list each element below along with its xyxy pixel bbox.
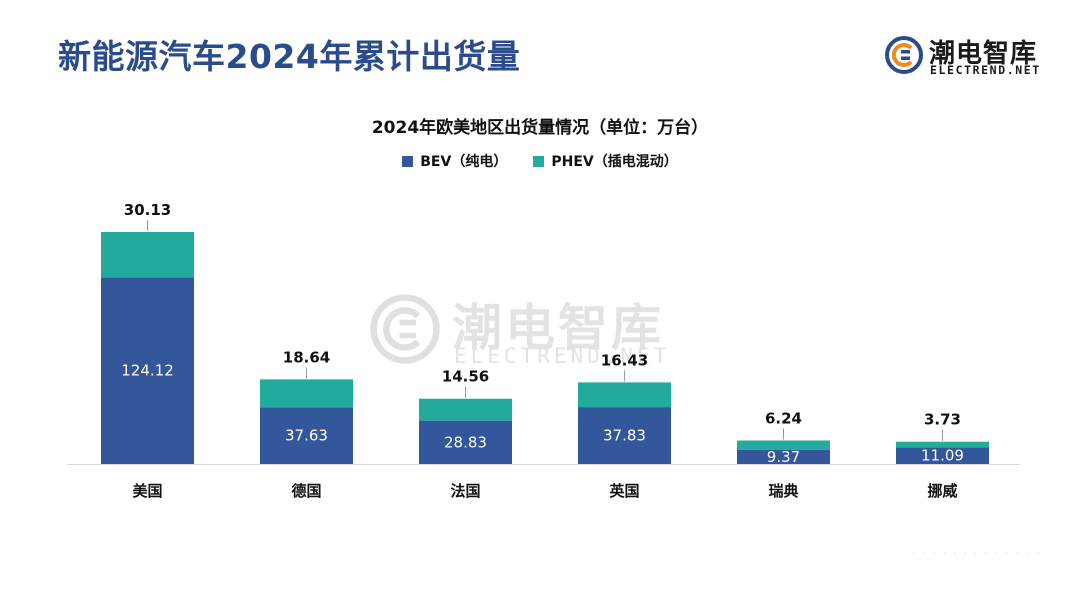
data-label-bev-0: 124.12 — [121, 362, 174, 380]
watermark-logo-icon — [370, 294, 440, 364]
data-label-phev-2: 14.56 — [442, 368, 489, 386]
brand-name-cn: 潮电智库 — [929, 39, 1038, 69]
x-tick-label-1: 德国 — [291, 482, 321, 500]
data-label-phev-4: 6.24 — [765, 410, 802, 428]
legend-swatch-bev — [402, 155, 414, 167]
chart-legend: BEV（纯电） PHEV（插电混动） — [0, 151, 1080, 171]
bar-bev-2 — [419, 420, 512, 464]
data-label-bev-5: 11.09 — [921, 447, 964, 465]
bar-phev-2 — [419, 398, 512, 421]
watermark: 潮电智库 ELECTREND.NET — [368, 290, 708, 370]
bar-phev-1 — [260, 379, 353, 408]
bar-bev-3 — [578, 407, 671, 464]
bar-bev-0 — [101, 277, 194, 464]
legend-item-bev: BEV（纯电） — [402, 151, 507, 171]
bar-phev-5 — [896, 441, 989, 448]
data-label-bev-1: 37.63 — [285, 427, 328, 445]
x-tick-label-5: 挪威 — [927, 482, 957, 500]
bar-bev-1 — [260, 407, 353, 464]
watermark-name-en: ELECTREND.NET — [454, 344, 671, 368]
bar-phev-3 — [578, 382, 671, 408]
legend-label-phev: PHEV（插电混动） — [551, 154, 678, 170]
chart-title: 2024年欧美地区出货量情况（单位：万台） — [371, 118, 709, 138]
x-tick-label-0: 美国 — [132, 482, 162, 500]
data-label-bev-3: 37.83 — [603, 427, 646, 445]
brand-logo: 潮电智库 ELECTREND.NET — [884, 34, 1069, 80]
brand-name-en: ELECTREND.NET — [930, 63, 1041, 77]
page-title: 新能源汽车2024年累计出货量 — [58, 37, 521, 76]
data-label-bev-2: 28.83 — [444, 433, 487, 451]
x-tick-label-4: 瑞典 — [768, 482, 798, 500]
decorative-dots: · · · · · · · · · · · · · — [912, 549, 1042, 560]
bar-phev-4 — [737, 440, 830, 450]
data-label-bev-4: 9.37 — [767, 448, 800, 466]
data-label-phev-3: 16.43 — [601, 351, 648, 369]
legend-swatch-phev — [533, 155, 545, 167]
data-label-phev-5: 3.73 — [924, 411, 961, 429]
bar-bev-5 — [896, 447, 989, 464]
x-tick-label-2: 法国 — [450, 482, 480, 500]
bar-bev-4 — [737, 449, 830, 464]
data-label-phev-1: 18.64 — [283, 348, 330, 366]
ce-logo-icon — [885, 36, 923, 74]
x-tick-label-3: 英国 — [609, 482, 639, 500]
data-label-phev-0: 30.13 — [124, 201, 171, 219]
watermark-name-cn: 潮电智库 — [452, 299, 664, 357]
legend-label-bev: BEV（纯电） — [420, 154, 508, 170]
legend-item-phev: PHEV（插电混动） — [533, 151, 678, 171]
bar-phev-0 — [101, 232, 194, 278]
